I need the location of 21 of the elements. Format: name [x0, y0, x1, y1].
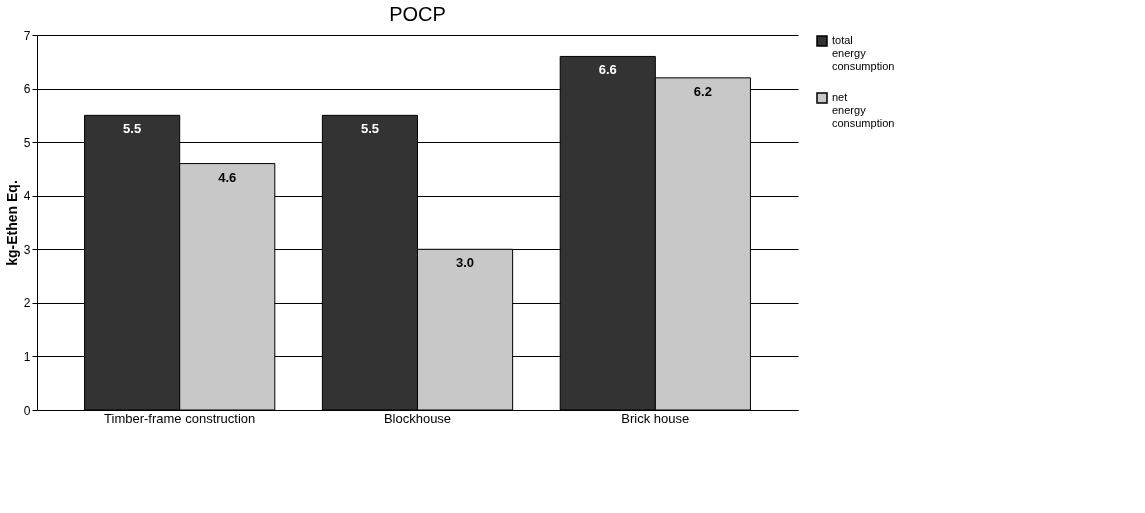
data-label: 6.2 — [693, 83, 712, 99]
legend-label: net energy consumption — [832, 91, 895, 129]
y-tick-label: 3 — [23, 242, 31, 257]
data-label: 6.6 — [598, 62, 617, 78]
y-axis-title: kg-Ethen Eq. — [3, 180, 20, 266]
data-label: 5.5 — [123, 121, 142, 137]
y-tick-label: 2 — [23, 296, 31, 311]
x-tick-label: Brick house — [621, 410, 690, 426]
x-tick-label: Timber-frame construction — [104, 410, 256, 426]
data-label: 5.5 — [360, 121, 379, 137]
chart-title: POCP — [389, 3, 446, 25]
y-tick-label: 5 — [23, 135, 31, 150]
data-label: 4.6 — [218, 169, 237, 185]
x-tick-label: Blockhouse — [383, 410, 452, 426]
y-tick-label: 6 — [23, 82, 31, 97]
y-tick-label: 0 — [23, 403, 31, 418]
legend-label: total energy consumption — [832, 34, 895, 72]
y-tick-label: 4 — [23, 189, 31, 204]
y-tick-label: 7 — [23, 28, 31, 43]
data-label: 3.0 — [456, 255, 475, 271]
y-tick-label: 1 — [23, 349, 31, 364]
